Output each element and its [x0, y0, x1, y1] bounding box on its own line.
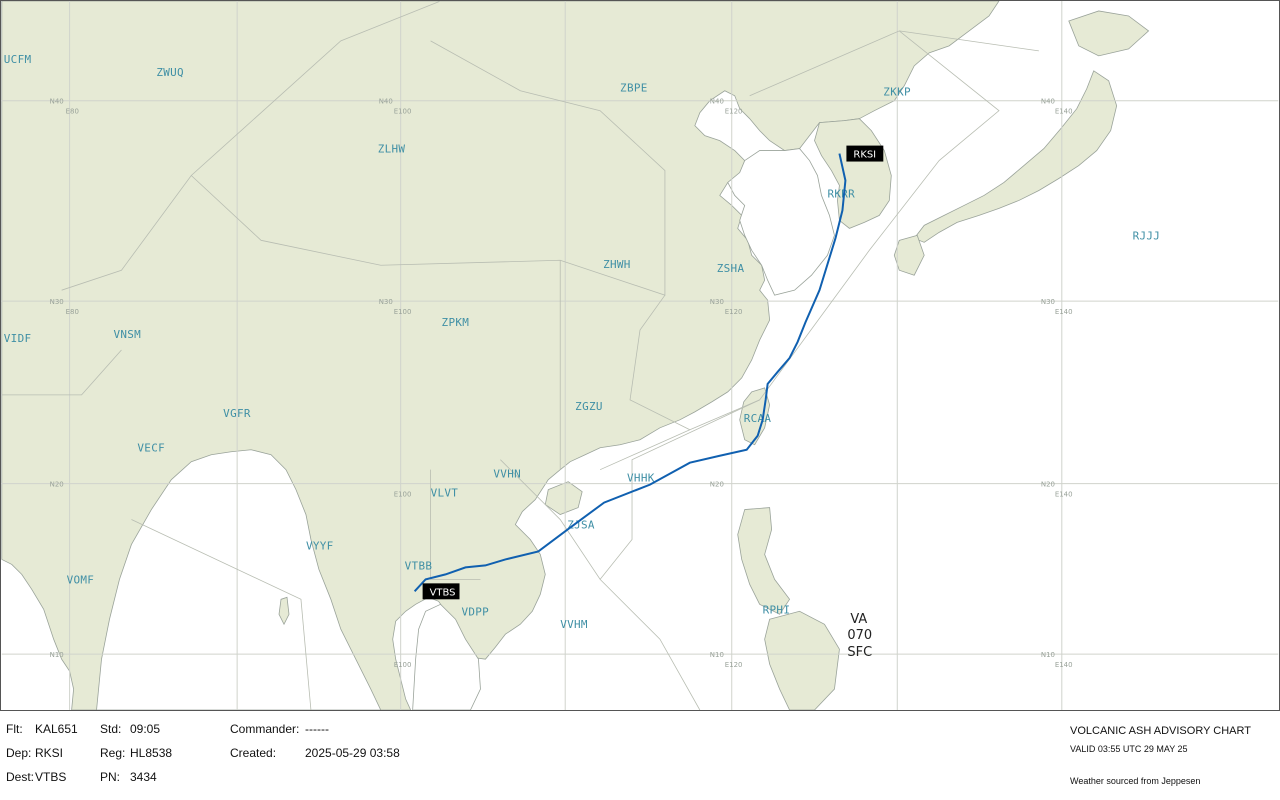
svg-text:N30: N30 — [1041, 298, 1055, 306]
fir-label-vnsm[interactable]: VNSM — [113, 328, 141, 341]
pn-label: PN: — [100, 770, 121, 784]
dep-value: RKSI — [35, 746, 64, 760]
fir-label-zkkp[interactable]: ZKKP — [883, 86, 911, 99]
dep-label: Dep: — [6, 746, 32, 760]
svg-text:E140: E140 — [1055, 308, 1073, 316]
flight-route[interactable] — [413, 153, 847, 593]
svg-text:E80: E80 — [66, 308, 79, 316]
created-label: Created: — [230, 746, 277, 760]
fir-label-rphi[interactable]: RPHI — [763, 603, 791, 616]
andaman-islands — [278, 596, 290, 626]
fir-label-vgfr[interactable]: VGFR — [223, 407, 251, 420]
reg-value: HL8538 — [130, 746, 173, 760]
bay-of-bengal — [96, 449, 382, 710]
svg-text:E140: E140 — [1055, 491, 1073, 499]
fir-label-vomf[interactable]: VOMF — [67, 573, 95, 586]
commander-label: Commander: — [230, 722, 300, 736]
svg-text:N40: N40 — [1041, 98, 1055, 106]
fir-label-zjsa[interactable]: ZJSA — [567, 519, 595, 532]
japan-honshu — [913, 70, 1118, 243]
svg-text:N30: N30 — [710, 298, 724, 306]
svg-text:VTBS: VTBS — [430, 587, 456, 598]
fir-label-vlvt[interactable]: VLVT — [431, 487, 459, 500]
fir-label-ucfm[interactable]: UCFM — [4, 53, 32, 66]
grid-labels: N40 E80 N40 E100 N40 E120 N40 E140 N30 E… — [50, 98, 1073, 669]
svg-text:E120: E120 — [725, 661, 743, 669]
japan-kyushu — [893, 234, 925, 276]
airport-vtbs[interactable]: VTBS — [422, 583, 460, 600]
pn-value: 3434 — [130, 770, 157, 784]
svg-text:N30: N30 — [50, 298, 64, 306]
fir-label-zsha[interactable]: ZSHA — [717, 262, 745, 275]
fir-label-vyyf[interactable]: VYYF — [306, 539, 334, 552]
chart-title: VOLCANIC ASH ADVISORY CHART — [1070, 725, 1251, 737]
svg-text:E140: E140 — [1055, 661, 1073, 669]
airport-rksi[interactable]: RKSI — [846, 145, 884, 162]
std-value: 09:05 — [130, 722, 161, 736]
svg-text:E120: E120 — [725, 108, 743, 116]
dest-label: Dest: — [6, 770, 35, 784]
fir-label-rjjj[interactable]: RJJJ — [1133, 229, 1161, 242]
japan-hokkaido — [1068, 10, 1150, 57]
fir-label-vidf[interactable]: VIDF — [4, 332, 32, 345]
svg-text:N10: N10 — [710, 651, 724, 659]
svg-text:VA: VA — [850, 612, 867, 627]
svg-text:E140: E140 — [1055, 108, 1073, 116]
fir-labels: UCFM ZWUQ ZBPE ZKKP ZLHW RKRR RJJJ ZHWH … — [4, 53, 1160, 631]
graticule — [1, 1, 1279, 710]
svg-text:N30: N30 — [379, 298, 393, 306]
fir-label-vvhn[interactable]: VVHN — [493, 468, 521, 481]
created-value: 2025-05-29 03:58 — [305, 746, 400, 760]
fir-label-vhhk[interactable]: VHHK — [627, 472, 655, 485]
svg-text:RKSI: RKSI — [853, 150, 876, 161]
fir-label-vtbb[interactable]: VTBB — [405, 559, 433, 572]
commander-value: ------ — [305, 722, 329, 736]
fir-label-vecf[interactable]: VECF — [137, 442, 165, 455]
svg-text:E120: E120 — [725, 308, 743, 316]
svg-text:N20: N20 — [1041, 481, 1055, 489]
volcanic-ash-map[interactable]: N40 E80 N40 E100 N40 E120 N40 E140 N30 E… — [0, 0, 1280, 711]
volcanic-ash-label[interactable]: VA 070 SFC — [847, 612, 872, 660]
flt-label: Flt: — [6, 722, 23, 736]
svg-text:N20: N20 — [710, 481, 724, 489]
svg-text:N40: N40 — [379, 98, 393, 106]
svg-text:070: 070 — [847, 628, 872, 643]
yellow-sea — [727, 148, 835, 296]
fir-label-zpkm[interactable]: ZPKM — [442, 316, 470, 329]
fir-boundaries — [1, 1, 1039, 710]
svg-text:E80: E80 — [66, 108, 79, 116]
svg-text:E100: E100 — [394, 108, 412, 116]
svg-text:N40: N40 — [710, 98, 724, 106]
svg-text:E100: E100 — [394, 308, 412, 316]
svg-text:E100: E100 — [394, 491, 412, 499]
weather-source: Weather sourced from Jeppesen — [1070, 776, 1201, 786]
std-label: Std: — [100, 722, 122, 736]
fir-label-zbpe[interactable]: ZBPE — [620, 82, 648, 95]
svg-text:N10: N10 — [50, 651, 64, 659]
fir-label-zwuq[interactable]: ZWUQ — [156, 66, 184, 79]
svg-text:SFC: SFC — [847, 645, 872, 660]
fir-label-vdpp[interactable]: VDPP — [462, 605, 490, 618]
gulf-of-thailand — [412, 603, 481, 710]
dest-value: VTBS — [35, 770, 67, 784]
fir-label-zhwh[interactable]: ZHWH — [603, 258, 631, 271]
philippines-luzon — [737, 507, 791, 615]
svg-text:N10: N10 — [1041, 651, 1055, 659]
philippines-visayas — [764, 610, 840, 710]
flt-value: KAL651 — [35, 722, 78, 736]
fir-label-zgzu[interactable]: ZGZU — [575, 400, 603, 413]
fir-label-zlhw[interactable]: ZLHW — [378, 143, 406, 156]
fir-label-rcaa[interactable]: RCAA — [744, 412, 772, 425]
svg-text:N20: N20 — [50, 481, 64, 489]
reg-label: Reg: — [100, 746, 126, 760]
svg-text:E100: E100 — [394, 661, 412, 669]
svg-text:N40: N40 — [50, 98, 64, 106]
flight-info-footer: Flt: KAL651 Std: 09:05 Commander: ------… — [0, 712, 1280, 800]
valid-time: VALID 03:55 UTC 29 MAY 25 — [1070, 744, 1188, 754]
fir-label-rkrr[interactable]: RKRR — [827, 187, 855, 200]
fir-label-vvhm[interactable]: VVHM — [560, 618, 588, 631]
